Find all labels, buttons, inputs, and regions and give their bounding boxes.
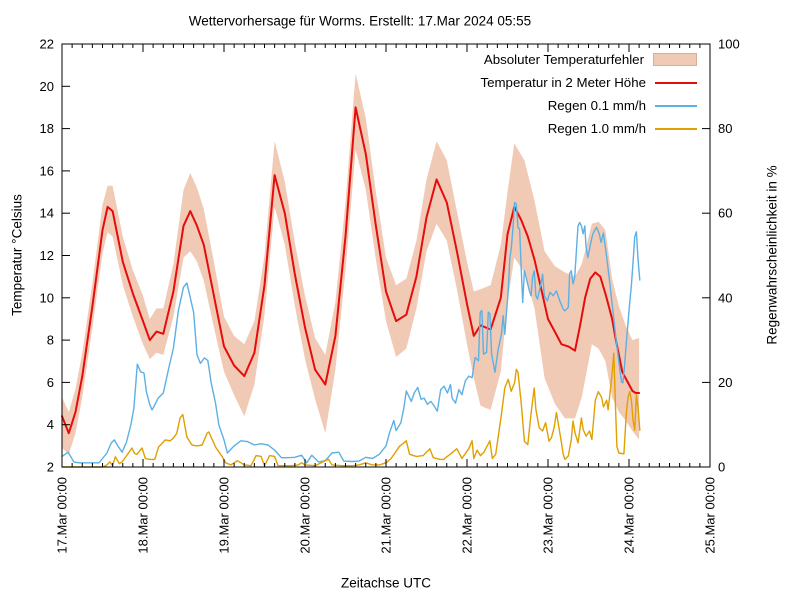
chart-title: Wettervorhersage für Worms. Erstellt: 17… — [188, 13, 532, 29]
legend-label: Regen 0.1 mm/h — [547, 98, 646, 113]
legend-entry-rain-01: Regen 0.1 mm/h — [480, 94, 697, 117]
y-left-tick-label: 18 — [40, 121, 54, 136]
line-swatch-orange — [655, 127, 697, 130]
x-axis-label: Zeitachse UTC — [340, 575, 432, 591]
y-right-tick-label: 80 — [718, 121, 732, 136]
y-right-tick-label: 60 — [718, 206, 732, 221]
legend-label: Absoluter Temperaturfehler — [483, 52, 644, 67]
x-tick-label: 18.Mar 00:00 — [136, 477, 151, 554]
y-left-tick-label: 8 — [47, 333, 54, 348]
y-right-tick-label: 40 — [718, 290, 732, 305]
y-right-tick-label: 100 — [718, 37, 740, 52]
right-axis-label: Regenwahrscheinlichkeit in % — [764, 165, 780, 345]
legend-label: Temperatur in 2 Meter Höhe — [480, 75, 646, 90]
y-left-tick-label: 6 — [47, 375, 54, 390]
y-left-tick-label: 10 — [40, 290, 54, 305]
legend-entry-temperature: Temperatur in 2 Meter Höhe — [480, 71, 697, 94]
y-left-tick-label: 2 — [47, 460, 54, 475]
y-left-tick-label: 16 — [40, 163, 54, 178]
y-left-tick-label: 22 — [40, 37, 54, 52]
line-swatch-blue — [655, 104, 697, 107]
y-right-tick-label: 20 — [718, 375, 732, 390]
x-tick-label: 25.Mar 00:00 — [703, 477, 718, 554]
band-swatch — [653, 53, 697, 66]
y-left-tick-label: 14 — [40, 206, 54, 221]
legend-label: Regen 1.0 mm/h — [547, 121, 646, 136]
y-right-tick-label: 0 — [718, 460, 725, 475]
y-left-tick-label: 20 — [40, 79, 54, 94]
series-temperature-error-band — [62, 73, 640, 455]
series-rain-10-line — [61, 352, 641, 468]
series-temperature-line — [61, 106, 641, 435]
x-tick-label: 17.Mar 00:00 — [55, 477, 70, 554]
x-tick-label: 24.Mar 00:00 — [622, 477, 637, 554]
legend-entry-temperature-error: Absoluter Temperaturfehler — [480, 48, 697, 71]
line-swatch-red — [655, 81, 697, 84]
left-axis-label: Temperatur °Celsius — [9, 194, 25, 316]
x-tick-label: 22.Mar 00:00 — [460, 477, 475, 554]
y-left-tick-label: 12 — [40, 248, 54, 263]
series-rain-01-line — [61, 201, 641, 464]
x-tick-label: 23.Mar 00:00 — [541, 477, 556, 554]
x-tick-label: 20.Mar 00:00 — [298, 477, 313, 554]
y-left-tick-label: 4 — [47, 417, 54, 432]
chart-legend: Absoluter Temperaturfehler Temperatur in… — [480, 48, 697, 140]
legend-entry-rain-10: Regen 1.0 mm/h — [480, 117, 697, 140]
x-tick-label: 19.Mar 00:00 — [217, 477, 232, 554]
x-tick-label: 21.Mar 00:00 — [379, 477, 394, 554]
